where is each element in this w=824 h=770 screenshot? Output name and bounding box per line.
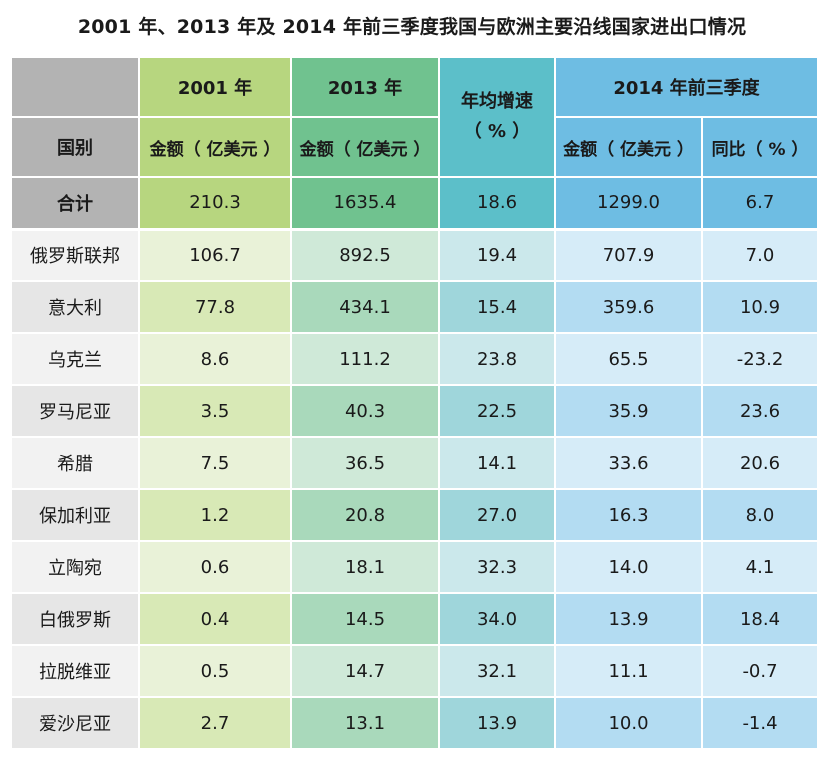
amount-2001-cell: 1.2 xyxy=(138,488,292,542)
amount-2014q3-cell: 65.5 xyxy=(554,332,703,386)
table-row: 希腊 7.5 36.5 14.1 33.6 20.6 xyxy=(10,436,819,490)
table-row: 立陶宛 0.6 18.1 32.3 14.0 4.1 xyxy=(10,540,819,594)
country-name: 俄罗斯联邦 xyxy=(10,227,140,282)
header-2013: 2013 年 xyxy=(290,56,440,118)
country-name: 保加利亚 xyxy=(10,488,140,542)
header-2014q3: 2014 年前三季度 xyxy=(554,56,819,118)
amount-2013-cell: 13.1 xyxy=(290,696,440,750)
amount-2014q3-cell: 14.0 xyxy=(554,540,703,594)
country-name: 立陶宛 xyxy=(10,540,140,594)
header-country: 国别 xyxy=(10,116,140,178)
total-label: 合计 xyxy=(10,176,140,230)
avg-growth-cell: 27.0 xyxy=(438,488,556,542)
amount-2001-cell: 2.7 xyxy=(138,696,292,750)
amount-2001-cell: 3.5 xyxy=(138,384,292,438)
yoy-cell: -1.4 xyxy=(701,696,819,750)
total-amount-2014q3: 1299.0 xyxy=(554,176,703,230)
total-yoy: 6.7 xyxy=(701,176,819,230)
table-row: 罗马尼亚 3.5 40.3 22.5 35.9 23.6 xyxy=(10,384,819,438)
amount-2014q3-cell: 707.9 xyxy=(554,227,703,282)
country-name: 爱沙尼亚 xyxy=(10,696,140,750)
header-avg-growth-line1: 年均增速 xyxy=(461,91,533,112)
yoy-cell: 18.4 xyxy=(701,592,819,646)
header-blank-cell xyxy=(10,56,140,118)
avg-growth-cell: 14.1 xyxy=(438,436,556,490)
amount-2013-cell: 14.7 xyxy=(290,644,440,698)
amount-2001-cell: 8.6 xyxy=(138,332,292,386)
yoy-cell: 23.6 xyxy=(701,384,819,438)
header-yoy: 同比（ % ） xyxy=(701,116,819,178)
amount-2014q3-cell: 359.6 xyxy=(554,280,703,334)
avg-growth-cell: 15.4 xyxy=(438,280,556,334)
header-amount-2013: 金额（ 亿美元 ） xyxy=(290,116,440,178)
amount-2013-cell: 18.1 xyxy=(290,540,440,594)
amount-2014q3-cell: 10.0 xyxy=(554,696,703,750)
header-amount-2001: 金额（ 亿美元 ） xyxy=(138,116,292,178)
table-row: 意大利 77.8 434.1 15.4 359.6 10.9 xyxy=(10,280,819,334)
yoy-cell: 8.0 xyxy=(701,488,819,542)
amount-2013-cell: 40.3 xyxy=(290,384,440,438)
country-name: 希腊 xyxy=(10,436,140,490)
amount-2013-cell: 434.1 xyxy=(290,280,440,334)
amount-2013-cell: 14.5 xyxy=(290,592,440,646)
yoy-cell: -0.7 xyxy=(701,644,819,698)
amount-2014q3-cell: 35.9 xyxy=(554,384,703,438)
amount-2013-cell: 20.8 xyxy=(290,488,440,542)
amount-2013-cell: 36.5 xyxy=(290,436,440,490)
avg-growth-cell: 32.1 xyxy=(438,644,556,698)
avg-growth-cell: 19.4 xyxy=(438,227,556,282)
country-name: 白俄罗斯 xyxy=(10,592,140,646)
yoy-cell: 10.9 xyxy=(701,280,819,334)
country-name: 拉脱维亚 xyxy=(10,644,140,698)
amount-2014q3-cell: 33.6 xyxy=(554,436,703,490)
amount-2001-cell: 77.8 xyxy=(138,280,292,334)
table-row: 爱沙尼亚 2.7 13.1 13.9 10.0 -1.4 xyxy=(10,696,819,750)
avg-growth-cell: 34.0 xyxy=(438,592,556,646)
country-name: 罗马尼亚 xyxy=(10,384,140,438)
amount-2014q3-cell: 11.1 xyxy=(554,644,703,698)
total-amount-2001: 210.3 xyxy=(138,176,292,230)
table-row: 拉脱维亚 0.5 14.7 32.1 11.1 -0.7 xyxy=(10,644,819,698)
amount-2001-cell: 0.4 xyxy=(138,592,292,646)
amount-2013-cell: 892.5 xyxy=(290,227,440,282)
trade-table: 2001 年 2013 年 年均增速 （ % ） 2014 年前三季度 国别 金… xyxy=(10,56,819,750)
table-row: 保加利亚 1.2 20.8 27.0 16.3 8.0 xyxy=(10,488,819,542)
amount-2013-cell: 111.2 xyxy=(290,332,440,386)
avg-growth-cell: 32.3 xyxy=(438,540,556,594)
yoy-cell: -23.2 xyxy=(701,332,819,386)
country-name: 意大利 xyxy=(10,280,140,334)
header-2001: 2001 年 xyxy=(138,56,292,118)
avg-growth-cell: 23.8 xyxy=(438,332,556,386)
table-row: 乌克兰 8.6 111.2 23.8 65.5 -23.2 xyxy=(10,332,819,386)
amount-2001-cell: 106.7 xyxy=(138,227,292,282)
header-amount-2014q3: 金额（ 亿美元 ） xyxy=(554,116,703,178)
yoy-cell: 20.6 xyxy=(701,436,819,490)
table-row: 白俄罗斯 0.4 14.5 34.0 13.9 18.4 xyxy=(10,592,819,646)
total-row: 合计 210.3 1635.4 18.6 1299.0 6.7 xyxy=(10,176,819,230)
country-name: 乌克兰 xyxy=(10,332,140,386)
total-amount-2013: 1635.4 xyxy=(290,176,440,230)
yoy-cell: 4.1 xyxy=(701,540,819,594)
amount-2014q3-cell: 13.9 xyxy=(554,592,703,646)
amount-2001-cell: 7.5 xyxy=(138,436,292,490)
table-row: 俄罗斯联邦 106.7 892.5 19.4 707.9 7.0 xyxy=(10,227,819,282)
amount-2001-cell: 0.6 xyxy=(138,540,292,594)
header-avg-growth-line2: （ % ） xyxy=(463,121,531,142)
avg-growth-cell: 13.9 xyxy=(438,696,556,750)
total-avg-growth: 18.6 xyxy=(438,176,556,230)
amount-2014q3-cell: 16.3 xyxy=(554,488,703,542)
yoy-cell: 7.0 xyxy=(701,227,819,282)
avg-growth-cell: 22.5 xyxy=(438,384,556,438)
amount-2001-cell: 0.5 xyxy=(138,644,292,698)
header-avg-growth: 年均增速 （ % ） xyxy=(438,56,556,178)
table-title: 2001 年、2013 年及 2014 年前三季度我国与欧洲主要沿线国家进出口情… xyxy=(77,16,747,38)
